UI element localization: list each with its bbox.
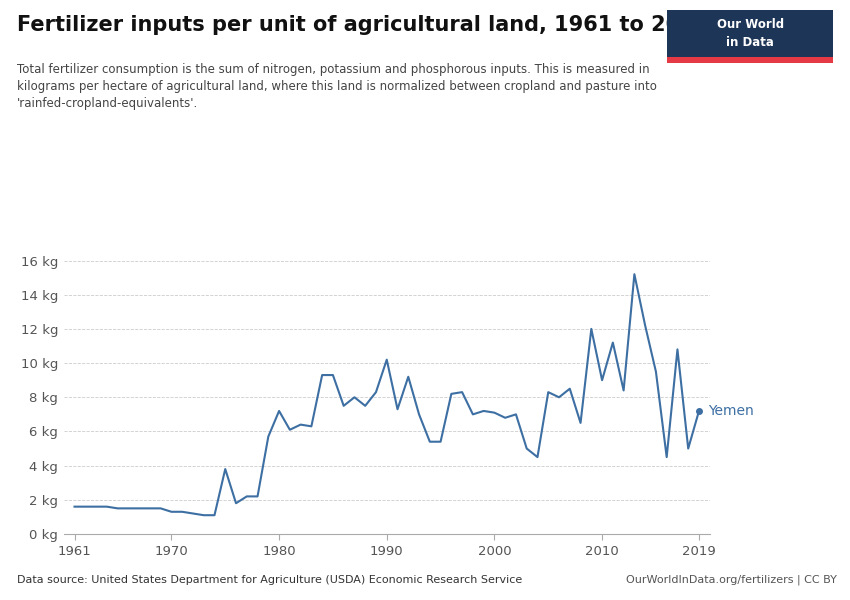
Text: OurWorldInData.org/fertilizers | CC BY: OurWorldInData.org/fertilizers | CC BY — [626, 575, 837, 585]
Text: Fertilizer inputs per unit of agricultural land, 1961 to 2019: Fertilizer inputs per unit of agricultur… — [17, 15, 709, 35]
Text: Data source: United States Department for Agriculture (USDA) Economic Research S: Data source: United States Department fo… — [17, 575, 522, 585]
Text: Our World: Our World — [717, 19, 784, 31]
Text: Total fertilizer consumption is the sum of nitrogen, potassium and phosphorous i: Total fertilizer consumption is the sum … — [17, 63, 657, 110]
Text: in Data: in Data — [726, 37, 774, 49]
Text: Yemen: Yemen — [707, 404, 753, 418]
